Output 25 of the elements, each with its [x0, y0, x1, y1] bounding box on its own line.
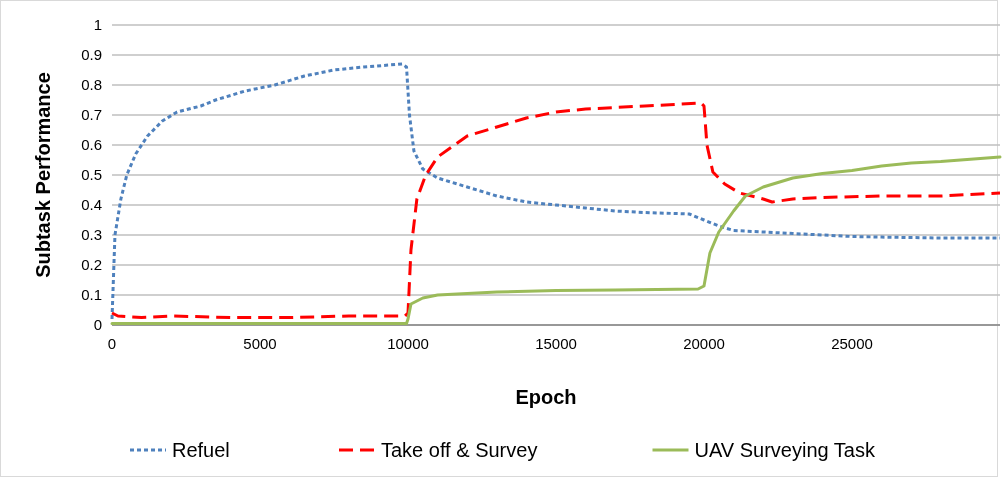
y-axis-title: Subtask Performance [32, 72, 54, 278]
line-series [110, 155, 1002, 325]
x-tick-label: 10000 [387, 335, 429, 352]
y-tick-label: 0 [93, 316, 102, 334]
y-tick-label: 0.5 [81, 166, 102, 184]
legend-label: Take off & Survey [381, 439, 538, 461]
x-tick-label: 5000 [243, 335, 277, 352]
legend-label: Refuel [172, 439, 230, 461]
x-tick-label: 0 [107, 335, 117, 352]
legend-label: UAV Surveying Task [694, 439, 876, 461]
line-series [110, 101, 1002, 319]
y-tick-label: 0.4 [81, 196, 102, 214]
y-tick-label: 0.9 [81, 46, 102, 64]
y-tick-label: 0.7 [81, 106, 102, 124]
x-tick-label: 20000 [683, 335, 725, 352]
y-tick-label: 0.8 [81, 76, 102, 94]
y-tick-label: 0.6 [81, 136, 102, 154]
y-tick-label: 0.1 [81, 286, 102, 304]
line-series [110, 62, 1002, 321]
y-tick-label: 1 [93, 16, 102, 34]
x-tick-label: 25000 [831, 335, 873, 352]
x-axis-title: Epoch [515, 386, 577, 408]
y-tick-label: 0.2 [81, 256, 102, 274]
y-tick-label: 0.3 [81, 226, 102, 244]
x-tick-label: 15000 [535, 335, 577, 352]
